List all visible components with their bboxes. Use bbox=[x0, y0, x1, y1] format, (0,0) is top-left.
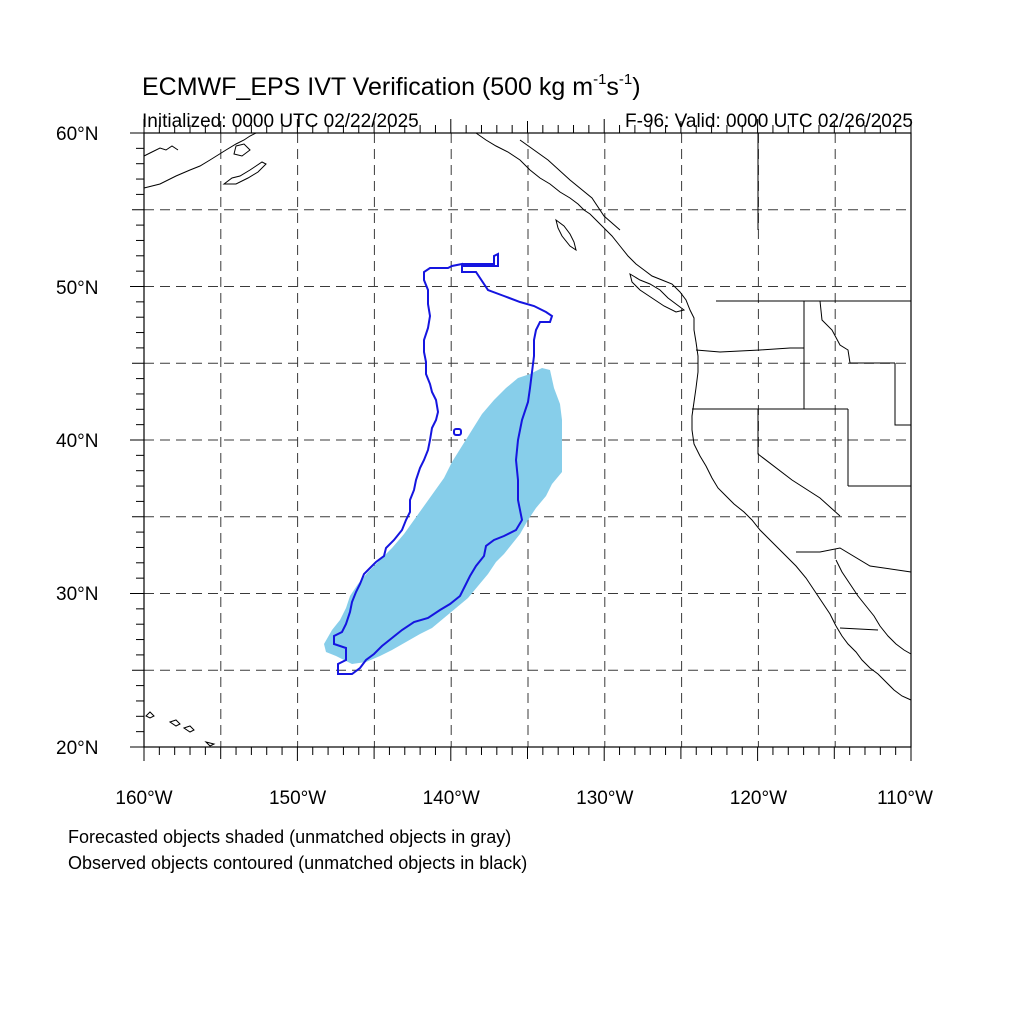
coast-hawaii-3 bbox=[182, 725, 195, 733]
coast-se-alaska bbox=[475, 132, 697, 343]
border-id-mt bbox=[819, 300, 895, 364]
initialized-time: Initialized: 0000 UTC 02/22/2025 bbox=[142, 111, 419, 132]
coast-baja bbox=[835, 625, 912, 701]
observed-note: Observed objects contoured (unmatched ob… bbox=[68, 853, 528, 873]
title-mid: s bbox=[606, 73, 619, 101]
forecast-note: Forecasted objects shaded (unmatched obj… bbox=[68, 827, 512, 847]
coast-us-west bbox=[691, 341, 837, 627]
lat-label-60n: 60°N bbox=[56, 124, 98, 145]
lon-label-120w: 120°W bbox=[730, 788, 787, 809]
title-exp1: -1 bbox=[593, 71, 607, 88]
border-us-mexico bbox=[796, 547, 912, 573]
border-mexico-state bbox=[839, 627, 879, 631]
coast-haida-gwaii bbox=[555, 218, 577, 252]
lon-label-140w: 140°W bbox=[423, 788, 480, 809]
coast-hawaii-2 bbox=[168, 719, 181, 727]
coast-peninsula bbox=[233, 143, 251, 157]
lon-label-110w: 110°W bbox=[877, 788, 933, 809]
title-exp2: -1 bbox=[618, 71, 633, 88]
coast-alaska bbox=[143, 132, 257, 189]
title-end: ) bbox=[632, 73, 641, 101]
coast-hawaii-1 bbox=[145, 711, 155, 719]
coastlines bbox=[143, 132, 912, 747]
lon-axis-labels: 160°W 150°W 140°W 130°W 120°W 110°W bbox=[115, 788, 933, 809]
observed-object-top-notch bbox=[462, 252, 499, 267]
border-ca-nv bbox=[757, 409, 841, 517]
coast-hawaii-4 bbox=[204, 741, 216, 747]
lon-label-130w: 130°W bbox=[576, 788, 633, 809]
political-boundaries bbox=[519, 133, 912, 631]
chart-title: ECMWF_EPS IVT Verification (500 kg m-1s-… bbox=[142, 72, 641, 102]
border-wa-or bbox=[695, 347, 804, 353]
coast-gulf-california bbox=[835, 559, 912, 655]
lon-label-160w: 160°W bbox=[115, 788, 172, 809]
lat-label-50n: 50°N bbox=[56, 278, 98, 299]
lat-label-30n: 30°N bbox=[56, 584, 98, 605]
title-main: ECMWF_EPS IVT Verification (500 kg m bbox=[142, 73, 594, 101]
observed-object-small bbox=[453, 428, 462, 436]
lat-axis-labels: 20°N 30°N 40°N 50°N 60°N bbox=[56, 124, 98, 759]
coast-vancouver-island bbox=[629, 272, 686, 313]
coast-kodiak bbox=[222, 161, 267, 185]
lat-label-20n: 20°N bbox=[56, 738, 98, 759]
border-wy bbox=[894, 363, 911, 426]
border-alaska-canada bbox=[519, 139, 621, 231]
lat-label-40n: 40°N bbox=[56, 431, 98, 452]
axis-ticks bbox=[130, 119, 912, 761]
observed-object-contour bbox=[333, 262, 554, 675]
coast-alaska-2 bbox=[143, 145, 179, 157]
lon-label-150w: 150°W bbox=[269, 788, 326, 809]
valid-time: F-96: Valid: 0000 UTC 02/26/2025 bbox=[625, 111, 913, 132]
forecast-object-shaded bbox=[324, 368, 562, 664]
